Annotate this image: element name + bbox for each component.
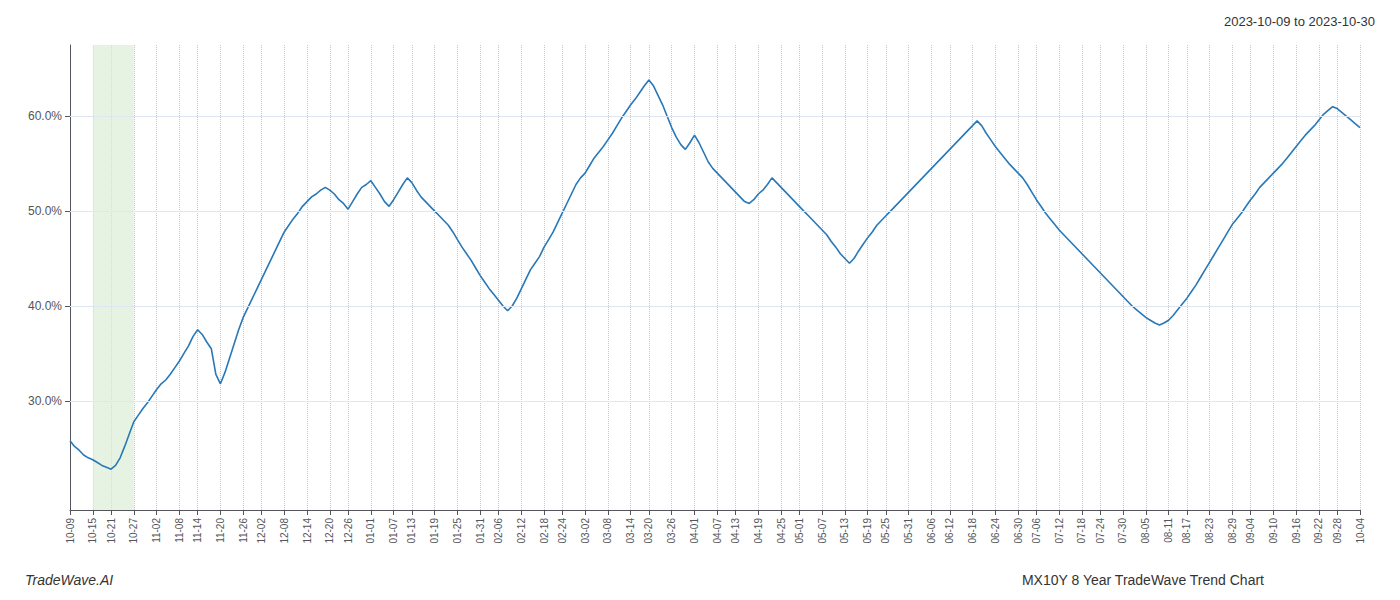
svg-text:04-19: 04-19 bbox=[753, 518, 764, 544]
svg-text:60.0%: 60.0% bbox=[28, 109, 62, 123]
svg-text:30.0%: 30.0% bbox=[28, 394, 62, 408]
svg-text:01-07: 01-07 bbox=[388, 518, 399, 544]
svg-text:09-28: 09-28 bbox=[1332, 518, 1343, 544]
svg-text:02-24: 02-24 bbox=[557, 518, 568, 544]
svg-text:08-23: 08-23 bbox=[1204, 518, 1215, 544]
svg-text:10-27: 10-27 bbox=[128, 518, 139, 544]
svg-text:09-10: 09-10 bbox=[1268, 518, 1279, 544]
svg-text:03-26: 03-26 bbox=[666, 518, 677, 544]
svg-text:05-19: 05-19 bbox=[862, 518, 873, 544]
svg-text:03-20: 03-20 bbox=[643, 518, 654, 544]
svg-text:12-02: 12-02 bbox=[256, 518, 267, 544]
svg-text:05-25: 05-25 bbox=[880, 518, 891, 544]
svg-text:11-14: 11-14 bbox=[192, 518, 203, 543]
svg-text:01-31: 01-31 bbox=[475, 518, 486, 544]
svg-text:01-19: 01-19 bbox=[429, 518, 440, 544]
svg-text:12-20: 12-20 bbox=[324, 518, 335, 544]
svg-text:12-08: 12-08 bbox=[279, 518, 290, 544]
svg-text:05-31: 05-31 bbox=[903, 518, 914, 544]
svg-text:03-14: 03-14 bbox=[625, 518, 636, 544]
svg-text:04-07: 04-07 bbox=[712, 518, 723, 544]
svg-text:09-16: 09-16 bbox=[1291, 518, 1302, 544]
svg-text:10-15: 10-15 bbox=[87, 518, 98, 544]
svg-text:01-13: 01-13 bbox=[406, 518, 417, 544]
svg-text:04-25: 04-25 bbox=[776, 518, 787, 544]
svg-text:08-11: 08-11 bbox=[1163, 518, 1174, 543]
svg-text:06-24: 06-24 bbox=[990, 518, 1001, 544]
svg-text:10-04: 10-04 bbox=[1355, 518, 1366, 544]
svg-text:02-12: 02-12 bbox=[516, 518, 527, 544]
svg-text:01-25: 01-25 bbox=[452, 518, 463, 544]
svg-text:06-06: 06-06 bbox=[926, 518, 937, 544]
svg-text:02-18: 02-18 bbox=[539, 518, 550, 544]
svg-text:02-06: 02-06 bbox=[493, 518, 504, 544]
svg-text:07-30: 07-30 bbox=[1117, 518, 1128, 544]
svg-text:03-02: 03-02 bbox=[580, 518, 591, 544]
svg-text:09-22: 09-22 bbox=[1313, 518, 1324, 544]
svg-text:05-07: 05-07 bbox=[817, 518, 828, 544]
svg-text:06-18: 06-18 bbox=[967, 518, 978, 544]
svg-text:05-01: 05-01 bbox=[794, 518, 805, 544]
svg-text:11-02: 11-02 bbox=[151, 518, 162, 543]
svg-text:12-14: 12-14 bbox=[302, 518, 313, 544]
svg-text:TradeWave.AI: TradeWave.AI bbox=[25, 572, 113, 588]
svg-text:11-08: 11-08 bbox=[174, 518, 185, 543]
svg-text:08-05: 08-05 bbox=[1140, 518, 1151, 544]
svg-text:10-09: 10-09 bbox=[65, 518, 76, 544]
svg-text:07-06: 07-06 bbox=[1031, 518, 1042, 544]
svg-text:06-12: 06-12 bbox=[944, 518, 955, 544]
svg-text:01-01: 01-01 bbox=[365, 518, 376, 544]
svg-text:07-18: 07-18 bbox=[1076, 518, 1087, 544]
svg-text:08-29: 08-29 bbox=[1227, 518, 1238, 544]
svg-text:07-24: 07-24 bbox=[1095, 518, 1106, 544]
svg-text:2023-10-09 to 2023-10-30: 2023-10-09 to 2023-10-30 bbox=[1224, 14, 1375, 29]
svg-text:12-26: 12-26 bbox=[343, 518, 354, 544]
svg-text:09-04: 09-04 bbox=[1245, 518, 1256, 544]
svg-text:50.0%: 50.0% bbox=[28, 204, 62, 218]
svg-text:04-13: 04-13 bbox=[730, 518, 741, 544]
svg-text:11-26: 11-26 bbox=[238, 518, 249, 543]
svg-text:05-13: 05-13 bbox=[839, 518, 850, 544]
svg-text:07-12: 07-12 bbox=[1054, 518, 1065, 544]
svg-text:10-21: 10-21 bbox=[106, 518, 117, 544]
svg-text:11-20: 11-20 bbox=[215, 518, 226, 543]
svg-text:40.0%: 40.0% bbox=[28, 299, 62, 313]
svg-text:08-17: 08-17 bbox=[1181, 518, 1192, 544]
svg-text:06-30: 06-30 bbox=[1013, 518, 1024, 544]
svg-text:03-08: 03-08 bbox=[602, 518, 613, 544]
svg-text:MX10Y 8 Year TradeWave Trend C: MX10Y 8 Year TradeWave Trend Chart bbox=[1022, 572, 1264, 588]
svg-text:04-01: 04-01 bbox=[689, 518, 700, 544]
